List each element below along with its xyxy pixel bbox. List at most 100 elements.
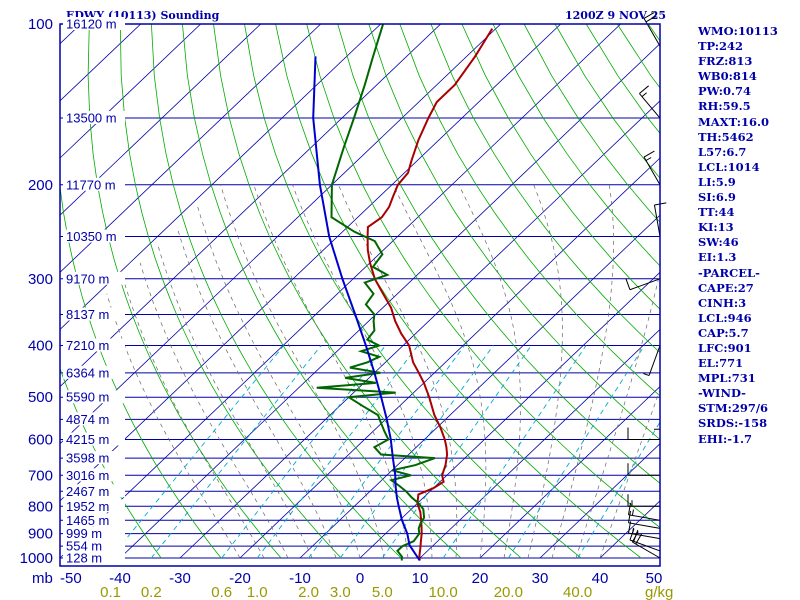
height-label: 6364 m <box>66 365 109 380</box>
wind-barb-staff <box>628 532 661 540</box>
height-label-bg <box>63 177 125 191</box>
sounding-profiles <box>312 24 494 562</box>
height-label-bg <box>63 468 125 482</box>
stability-index-item: L57:6.7 <box>698 144 747 159</box>
moist-adiabat-line <box>220 184 385 559</box>
moist-adiabat-line <box>527 184 563 559</box>
pressure-label: 700 <box>28 467 53 484</box>
pressure-label: 500 <box>28 389 53 406</box>
stability-index-item: EHI:-1.7 <box>698 431 753 446</box>
isotherm-line <box>239 157 660 559</box>
wind-barb-staff <box>643 156 661 186</box>
isotherm-line <box>60 24 321 273</box>
mixing-ratio-line <box>150 345 322 559</box>
wind-barb-flag <box>645 15 657 23</box>
stability-index-item: -PARCEL- <box>698 265 760 280</box>
isotherm-line <box>419 328 660 559</box>
wind-barb-staff <box>628 514 661 521</box>
wind-barb-flag <box>643 373 650 377</box>
dry-adiabat-line <box>461 24 660 310</box>
stability-index-item: SRDS:-158 <box>698 416 768 431</box>
mixing-ratio-label: 1.0 <box>247 584 268 600</box>
height-label-bg <box>63 551 125 564</box>
dry-adiabat-line <box>275 24 642 559</box>
stability-index-item: WB0:814 <box>698 69 757 84</box>
stability-index-item: TH:5462 <box>698 129 754 144</box>
wind-barb-staff <box>639 93 661 119</box>
wind-barb-staff <box>632 541 661 559</box>
mixing-ratio-label: 20.0 <box>494 584 523 600</box>
isotherm-line <box>60 24 261 216</box>
height-label-bg <box>63 499 125 513</box>
dry-adiabat-line <box>151 24 402 559</box>
isotherm-line <box>60 24 381 330</box>
mixing-ratio-label: 40.0 <box>563 584 592 600</box>
wind-barb-flag <box>633 529 639 542</box>
stability-index-item: RH:59.5 <box>698 99 751 114</box>
moist-adiabat-line <box>575 270 660 559</box>
mixing-ratio-label: 3.0 <box>330 584 351 600</box>
stability-index-item: -WIND- <box>698 386 746 401</box>
stability-index-item: SW:46 <box>698 235 739 250</box>
height-label: 128 m <box>66 551 102 566</box>
isotherm-line <box>119 43 660 559</box>
dry-adiabat-line <box>368 24 660 441</box>
stability-index-item: LI:5.9 <box>698 174 736 189</box>
wind-barb-flag <box>645 157 652 161</box>
stability-index-item: CAPE:27 <box>698 280 754 295</box>
moist-adiabat-line <box>338 184 458 559</box>
mixing-ratio-label: 0.2 <box>141 584 162 600</box>
temperature-tick-label: 30 <box>532 570 549 587</box>
mixing-ratio-line <box>577 421 660 559</box>
mixing-ratio-line <box>381 345 532 559</box>
moist-adiabat-line <box>392 184 487 559</box>
height-label: 1465 m <box>66 513 109 528</box>
pressure-unit-label: mb <box>32 570 53 587</box>
height-label-bg <box>63 484 125 498</box>
dry-adiabat-line <box>337 24 660 484</box>
dry-adiabat-line <box>399 24 660 397</box>
isotherm-line <box>60 24 621 559</box>
moist-adiabat-line <box>106 293 241 559</box>
temperature-tick-label: 20 <box>472 570 489 587</box>
mixing-ratio-label: 0.6 <box>211 584 232 600</box>
stability-index-item: KI:13 <box>698 220 734 235</box>
temperature-tick-label: 50 <box>646 570 663 587</box>
dry-adiabat-line <box>213 24 522 559</box>
height-label-bg <box>63 390 125 404</box>
plot-frame <box>59 23 661 567</box>
temperature-tick-label: 10 <box>412 570 429 587</box>
wind-barb-flag <box>639 85 649 94</box>
mixing-ratio-line <box>110 345 285 559</box>
height-label: 16120 m <box>66 17 117 32</box>
temperature-tick-label: 40 <box>592 570 609 587</box>
pressure-label: 200 <box>28 177 53 194</box>
wind-barb-flag <box>627 510 632 523</box>
height-label: 1952 m <box>66 499 109 514</box>
isotherm-line <box>479 386 660 559</box>
pressure-label: 400 <box>28 338 53 355</box>
height-label: 11770 m <box>66 177 116 192</box>
wind-barb-flag <box>641 92 647 97</box>
height-label-bg <box>63 17 125 30</box>
temperature-tick-label: 0 <box>356 570 364 587</box>
wind-barb-staff <box>629 539 661 552</box>
dry-adiabat-line <box>244 24 582 559</box>
dry-adiabat-line <box>119 24 342 559</box>
parcel-profile-line <box>312 56 421 562</box>
stability-index-item: TP:242 <box>698 39 744 54</box>
stability-index-item: TT:44 <box>698 205 735 220</box>
mixing-ratio-label: 5.0 <box>372 584 393 600</box>
mixing-ratio-line <box>442 345 587 559</box>
height-label: 999 m <box>66 526 102 541</box>
dry-adiabat-line <box>306 24 660 528</box>
height-label-bg <box>63 412 125 426</box>
dry-adiabat-line <box>430 24 660 354</box>
height-label: 13500 m <box>66 111 117 126</box>
wind-barb-staff <box>643 18 661 47</box>
mixing-ratio-label: 10.0 <box>429 584 458 600</box>
wind-barb-staff <box>648 345 661 376</box>
height-label: 3598 m <box>66 451 109 466</box>
stability-index-item: MPL:731 <box>698 371 756 386</box>
